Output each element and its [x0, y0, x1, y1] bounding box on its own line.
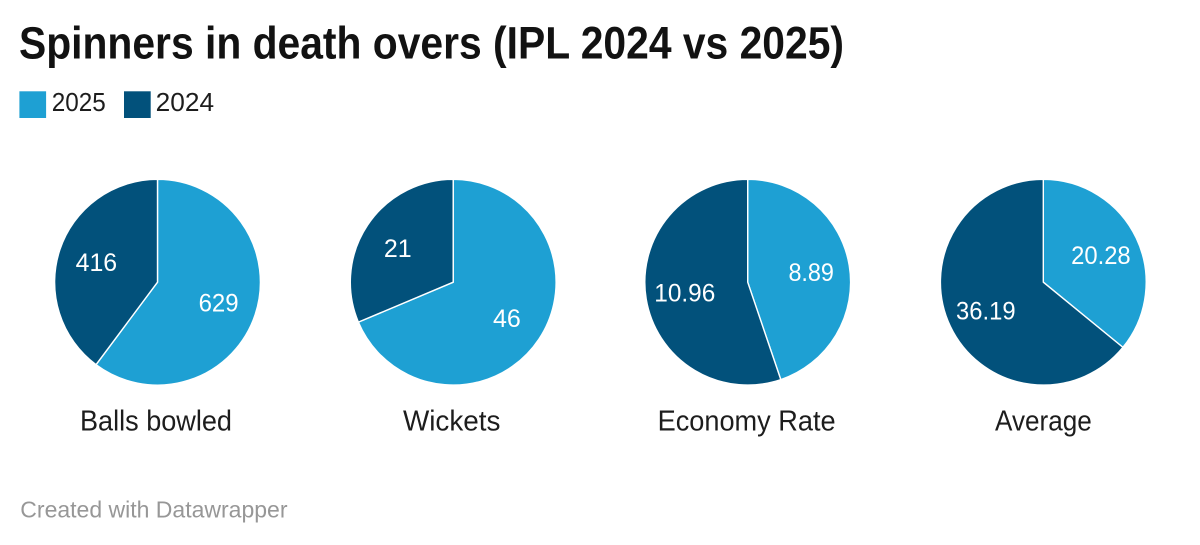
- svg-text:2024: 2024: [156, 87, 214, 117]
- svg-text:8.89: 8.89: [788, 259, 834, 287]
- svg-text:Average: Average: [995, 406, 1092, 438]
- svg-text:Balls bowled: Balls bowled: [80, 406, 232, 438]
- svg-text:Created with Datawrapper: Created with Datawrapper: [20, 496, 288, 522]
- svg-text:Economy Rate: Economy Rate: [658, 406, 836, 438]
- svg-text:2025: 2025: [52, 87, 106, 117]
- svg-text:Wickets: Wickets: [403, 406, 501, 438]
- svg-text:46: 46: [493, 305, 521, 333]
- svg-text:Spinners in death overs (IPL 2: Spinners in death overs (IPL 2024 vs 202…: [19, 17, 844, 68]
- svg-text:21: 21: [384, 235, 412, 263]
- svg-text:10.96: 10.96: [654, 279, 715, 307]
- svg-text:416: 416: [76, 249, 118, 277]
- svg-text:629: 629: [199, 290, 239, 318]
- svg-text:36.19: 36.19: [956, 297, 1016, 325]
- svg-text:20.28: 20.28: [1071, 242, 1131, 270]
